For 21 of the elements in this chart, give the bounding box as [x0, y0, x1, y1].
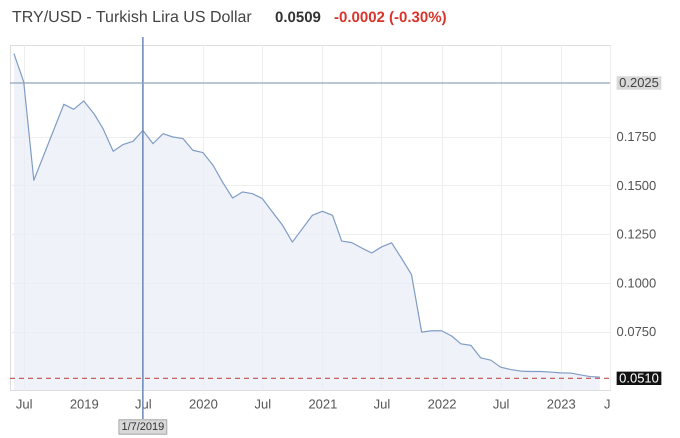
y-tick-label: 0.1000 — [616, 275, 656, 290]
x-tick-label: 2023 — [546, 396, 576, 412]
x-tick-label: 2020 — [188, 396, 218, 412]
ref-line-label: 0.0510 — [619, 370, 659, 386]
x-tick-label: Jul — [374, 396, 390, 412]
x-tick-label: Jul — [16, 396, 33, 412]
x-tick-label: 2019 — [70, 396, 99, 412]
ref-line-label: 0.2025 — [619, 75, 659, 90]
y-tick-label: 0.1750 — [616, 129, 656, 144]
y-tick-label: 0.1250 — [616, 226, 656, 242]
chart-title: TRY/USD - Turkish Lira US Dollar — [12, 9, 252, 26]
y-tick-label: 0.1500 — [616, 178, 656, 193]
x-tick-label: Jul — [254, 396, 272, 412]
text: -0.0002 (-0.30%) — [334, 9, 447, 26]
x-tick-label: 2022 — [428, 396, 457, 412]
x-tick-label: Jul — [492, 396, 510, 412]
text: 0.0509 — [275, 9, 321, 26]
x-tick-label: 2021 — [308, 396, 338, 412]
y-tick-label: 0.0750 — [616, 324, 656, 340]
ref-line-label: 1/7/2019 — [121, 421, 164, 433]
x-tick-label: J — [604, 396, 610, 412]
